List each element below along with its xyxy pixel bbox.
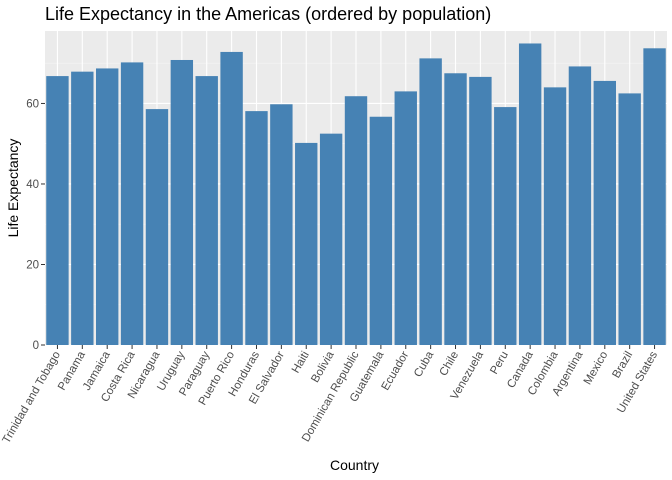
bar [394,91,417,345]
bar [568,66,592,345]
bar [643,48,666,346]
bar [96,68,119,345]
bar [618,93,641,346]
y-tick-label: 60 [26,98,39,110]
x-tick-label: Mexico [582,350,611,388]
bar [270,104,293,346]
bar [220,51,243,345]
x-tick-label: Haiti [290,350,312,376]
bar [120,62,144,346]
x-tick-label: Trinidad and Tobago [1,350,64,446]
x-tick-label: Peru [488,350,511,377]
chart-title: Life Expectancy in the Americas (ordered… [45,4,491,24]
bar [543,87,567,345]
bar [46,76,69,345]
bar [295,142,318,345]
bar [593,80,616,346]
bar [369,116,393,345]
bar [494,107,517,345]
bars [46,43,666,346]
bar [245,111,268,345]
x-axis-title: Country [330,457,379,473]
bar [170,59,194,345]
bar [344,96,368,345]
y-tick-label: 40 [26,179,39,191]
y-axis-ticks: 0 20 40 60 [26,98,45,352]
bar [469,76,492,346]
bar [319,133,343,345]
y-tick-label: 0 [33,340,39,352]
bar [71,71,94,346]
y-axis-title: Life Expectancy [5,139,21,238]
x-tick-label: Brazil [611,350,636,381]
bar [195,76,218,345]
bar [444,73,467,346]
x-tick-label: Chile [438,350,462,379]
x-tick-label: Cuba [412,349,436,379]
bar [419,58,442,345]
y-tick-label: 20 [26,259,39,271]
bar [145,109,169,345]
bar [518,43,542,345]
